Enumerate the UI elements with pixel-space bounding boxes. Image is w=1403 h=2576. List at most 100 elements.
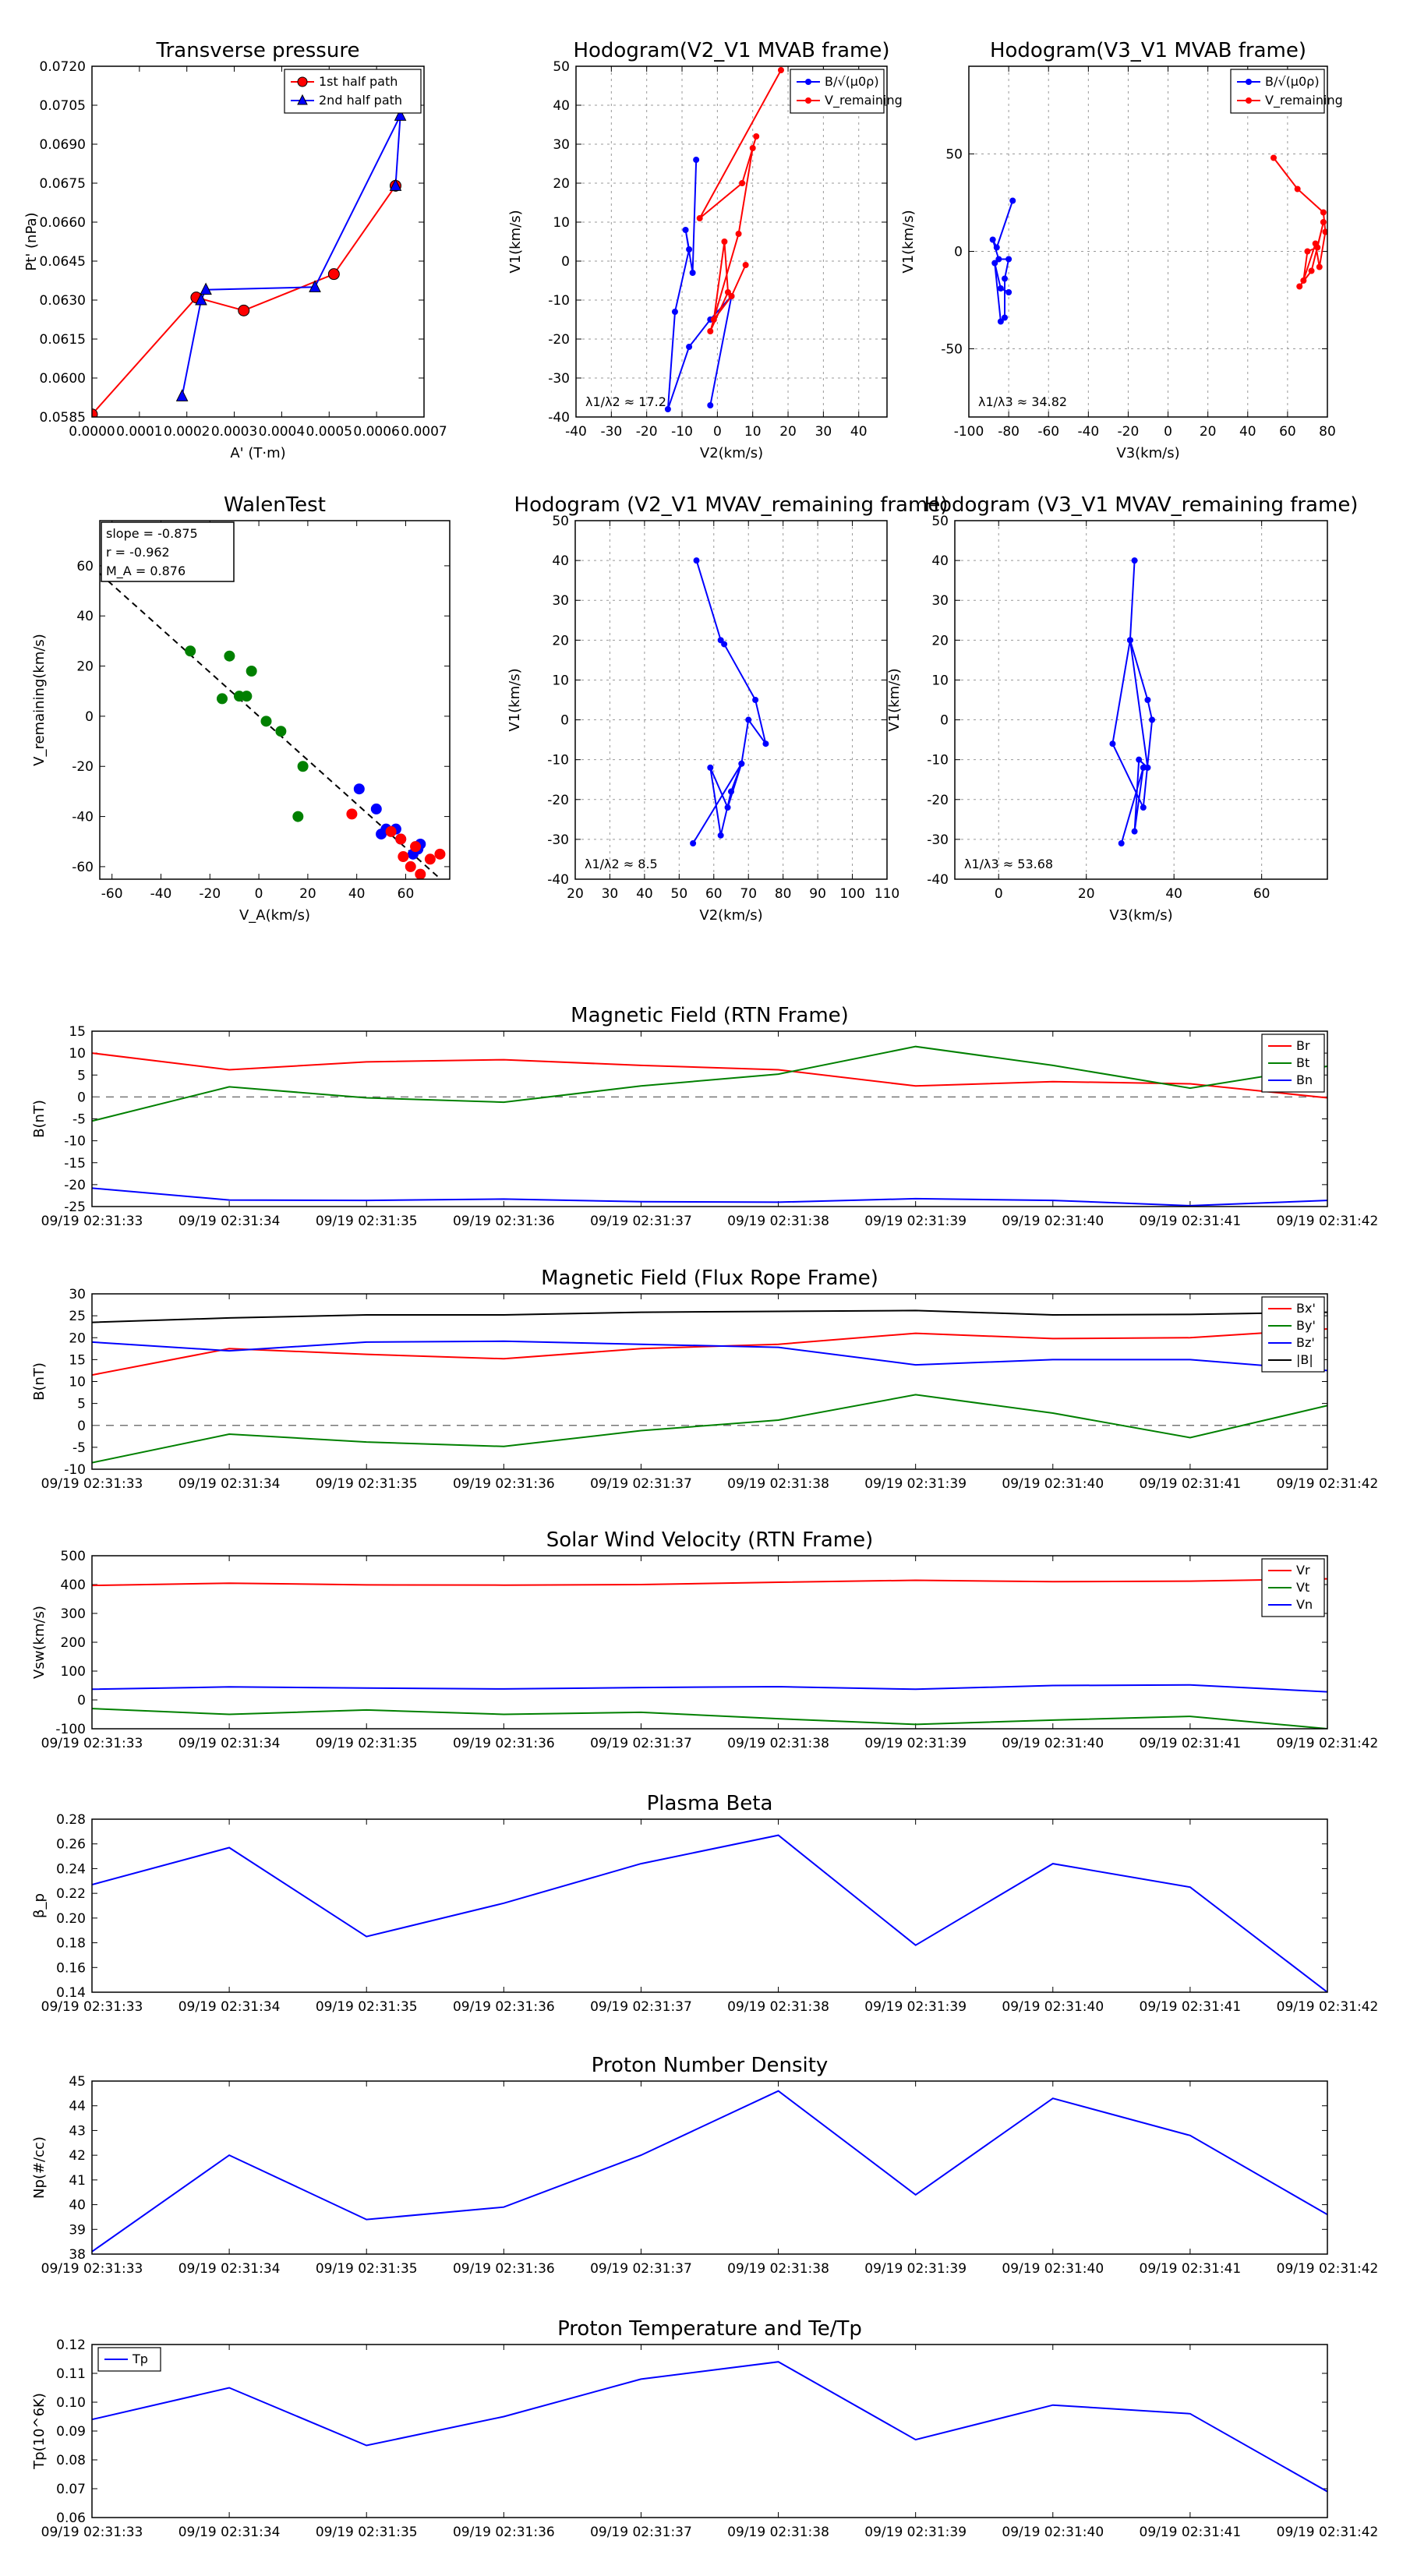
- data-point: [1118, 840, 1125, 846]
- x-tick-label: 40: [1165, 886, 1182, 902]
- data-point: [762, 740, 769, 747]
- data-point: [1316, 263, 1323, 270]
- x-tick-label: 20: [1200, 424, 1217, 440]
- scatter-point: [185, 645, 196, 657]
- y-tick-label: 0.07: [56, 2482, 86, 2497]
- x-tick-label: 60: [398, 886, 415, 902]
- y-tick-label: 0: [561, 254, 570, 270]
- axes-frame: [968, 65, 1328, 418]
- x-tick-label: 09/19 02:31:35: [316, 1214, 418, 1229]
- data-point: [1009, 197, 1016, 204]
- y-axis-label: Tp(10^6K): [31, 2393, 48, 2470]
- axes-frame: [954, 520, 1328, 880]
- series-line-By': [92, 1394, 1327, 1464]
- y-tick-label: 0.09: [56, 2424, 86, 2440]
- x-tick-label: 09/19 02:31:40: [1002, 2261, 1104, 2277]
- data-point: [710, 316, 717, 323]
- x-tick-label: 09/19 02:31:33: [41, 2525, 143, 2540]
- x-tick-label: 80: [1319, 424, 1336, 440]
- y-tick-label: -20: [547, 793, 569, 808]
- series-line-Vt: [92, 1708, 1327, 1729]
- x-tick-label: 09/19 02:31:40: [1002, 1999, 1104, 2015]
- y-tick-label: -10: [64, 1134, 86, 1150]
- data-point: [309, 280, 321, 292]
- y-tick-label: -10: [927, 753, 949, 769]
- y-tick-label: 39: [69, 2222, 86, 2238]
- data-point: [995, 256, 1002, 263]
- y-tick-label: 0.22: [56, 1886, 86, 1902]
- legend-label: Vt: [1296, 1580, 1309, 1595]
- x-tick-label: -100: [954, 424, 984, 440]
- eigen-ratio-annotation: λ1/λ2 ≈ 8.5: [585, 857, 658, 871]
- series-line-Bz': [92, 1340, 1327, 1372]
- data-point: [717, 832, 724, 839]
- y-tick-label: 40: [76, 609, 94, 624]
- data-point: [738, 760, 745, 767]
- chart-walen: WalenTest -60 -40 -20 0 20 40 60 -60 -40 -20 0 20 40 6…: [31, 493, 451, 924]
- plot-area: [664, 67, 784, 412]
- axes-frame: [91, 2080, 1328, 2255]
- y-tick-label: 0.0630: [40, 293, 86, 309]
- data-point: [686, 246, 693, 253]
- legend-label: 1st half path: [319, 74, 398, 89]
- data-point: [394, 108, 407, 121]
- y-tick-label: 0.0660: [40, 215, 86, 231]
- x-tick-label: 09/19 02:31:42: [1277, 1736, 1379, 1751]
- data-point: [1005, 256, 1012, 263]
- y-tick-label: 0.14: [56, 1985, 86, 2001]
- y-tick-label: 40: [69, 2198, 86, 2214]
- x-tick-label: 09/19 02:31:35: [316, 2261, 418, 2277]
- x-tick-label: 09/19 02:31:33: [41, 1214, 143, 1229]
- x-tick-label: -20: [1118, 424, 1140, 440]
- data-point: [1109, 740, 1116, 747]
- data-point: [742, 262, 749, 268]
- data-point: [707, 328, 714, 334]
- axes-frame: [575, 65, 888, 418]
- chart-h3: Hodogram (V2_V1 MVAV_remaining frame) 20 3…: [507, 493, 948, 924]
- x-axis-label: V2(km/s): [699, 907, 762, 924]
- legend-label: Br: [1296, 1038, 1310, 1053]
- axes-frame: [91, 2344, 1328, 2518]
- y-tick-label: -15: [64, 1156, 86, 1171]
- data-point: [671, 309, 678, 315]
- legend-label: |B|: [1296, 1352, 1313, 1367]
- x-tick-label: 09/19 02:31:37: [590, 2261, 692, 2277]
- x-tick-label: 40: [636, 886, 653, 902]
- y-tick-label: 5: [77, 1068, 86, 1083]
- y-tick-label: 40: [553, 98, 570, 114]
- chart-title: Solar Wind Velocity (RTN Frame): [546, 1528, 873, 1552]
- y-axis-label: Pt' (nPa): [23, 212, 40, 270]
- x-tick-label: 0.0002: [164, 424, 210, 440]
- data-point: [686, 344, 693, 350]
- scatter-point: [346, 808, 358, 820]
- chart-vsw: Solar Wind Velocity (RTN Frame) 09/19 02:…: [31, 1528, 1378, 1751]
- y-tick-label: -5: [72, 1112, 86, 1128]
- data-point: [1136, 756, 1143, 763]
- y-tick-label: 0: [77, 1090, 86, 1105]
- y-tick-label: 0.12: [56, 2337, 86, 2353]
- y-axis-label: V_remaining(km/s): [31, 634, 48, 766]
- series-line-Bx': [92, 1328, 1327, 1376]
- x-tick-label: 09/19 02:31:34: [178, 1214, 281, 1229]
- x-tick-label: 100: [839, 886, 864, 902]
- y-tick-label: 30: [552, 593, 569, 609]
- y-tick-label: 50: [552, 514, 569, 529]
- data-point: [238, 304, 250, 316]
- x-axis-label: V_A(km/s): [239, 907, 310, 924]
- x-tick-label: 09/19 02:31:41: [1140, 2525, 1242, 2540]
- y-tick-label: 10: [69, 1046, 86, 1062]
- x-tick-label: 09/19 02:31:35: [316, 2525, 418, 2540]
- x-tick-label: 50: [671, 886, 688, 902]
- y-tick-label: -20: [927, 793, 949, 808]
- y-tick-label: -10: [548, 293, 570, 309]
- data-point: [693, 557, 700, 564]
- y-tick-label: 20: [69, 1330, 86, 1346]
- data-point: [724, 289, 731, 295]
- y-tick-label: -40: [547, 872, 569, 888]
- y-tick-label: 0.11: [56, 2366, 86, 2382]
- plot-area: [92, 1045, 1327, 1207]
- y-tick-label: -10: [64, 1462, 86, 1478]
- x-tick-label: 09/19 02:31:37: [590, 1999, 692, 2015]
- chart-title: WalenTest: [224, 493, 326, 517]
